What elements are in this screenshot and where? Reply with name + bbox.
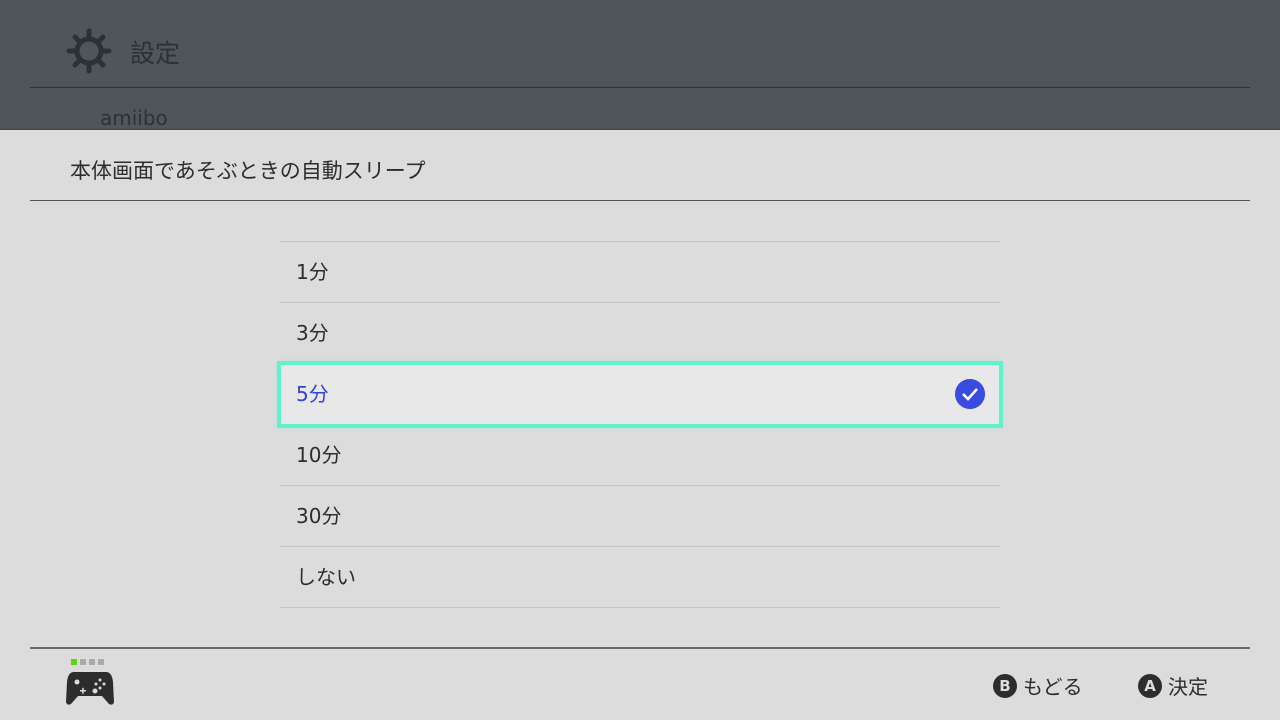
option-3min[interactable]: 3分 [280, 303, 1000, 364]
sleep-dialog: 本体画面であそぶときの自動スリープ 1分 3分 5分 10分 30分 しない B… [0, 129, 1280, 720]
option-label: 10分 [296, 443, 342, 467]
dialog-title: 本体画面であそぶときの自動スリープ [70, 159, 426, 183]
back-button[interactable]: B もどる [993, 671, 1083, 700]
a-button-icon: A [1138, 673, 1162, 698]
settings-header-background: 設定 amiibo [0, 0, 1280, 130]
divider [30, 200, 1250, 201]
page-title: 設定 [130, 39, 181, 68]
player-indicator [71, 659, 104, 665]
option-label: 5分 [296, 382, 329, 406]
option-label: 3分 [296, 321, 329, 345]
option-label: 30分 [296, 504, 342, 528]
gear-icon [66, 28, 112, 74]
back-label: もどる [1023, 675, 1083, 699]
option-label: しない [296, 565, 356, 589]
divider [30, 647, 1250, 649]
confirm-button[interactable]: A 決定 [1138, 671, 1208, 700]
check-icon [955, 379, 985, 409]
option-1min[interactable]: 1分 [280, 242, 1000, 303]
option-label: 1分 [296, 260, 329, 284]
option-list: 1分 3分 5分 10分 30分 しない [277, 241, 1003, 608]
controller-icon [66, 672, 114, 705]
confirm-label: 決定 [1168, 675, 1208, 699]
option-10min[interactable]: 10分 [280, 425, 1000, 486]
divider [30, 87, 1250, 88]
settings-item-amiibo: amiibo [100, 106, 168, 130]
b-button-icon: B [993, 673, 1017, 698]
option-5min[interactable]: 5分 [277, 361, 1003, 428]
option-never[interactable]: しない [280, 547, 1000, 608]
option-30min[interactable]: 30分 [280, 486, 1000, 547]
